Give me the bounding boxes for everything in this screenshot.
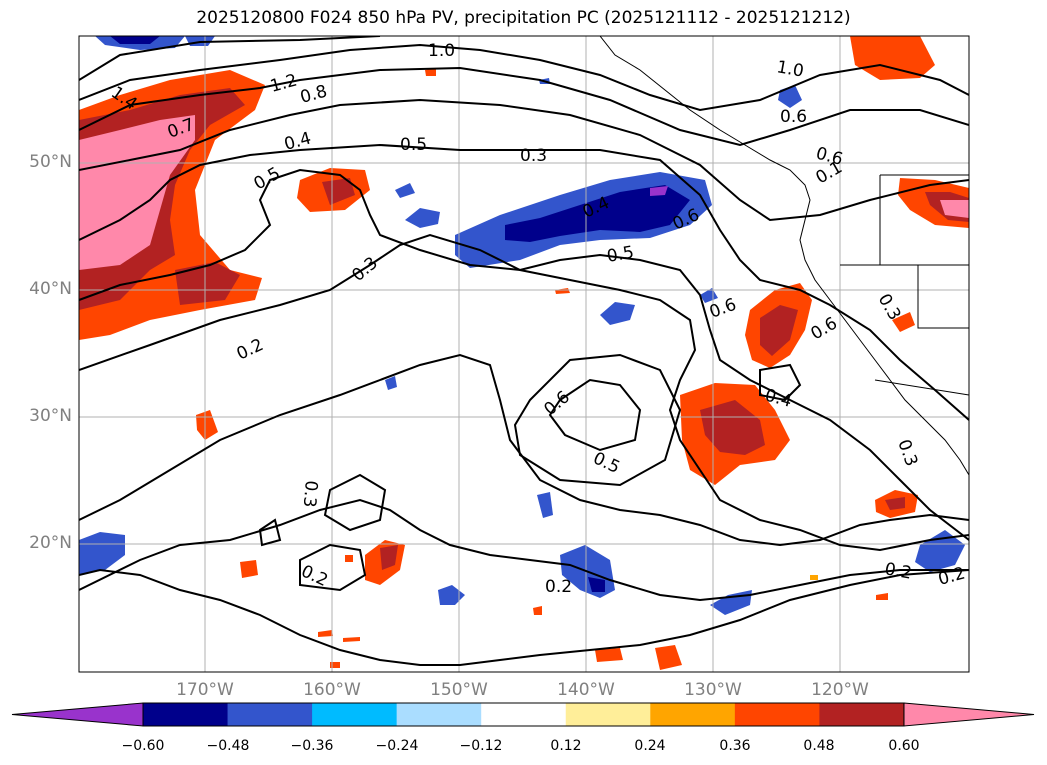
contour-label: 0.5 — [605, 243, 635, 267]
lon-label: 170°W — [176, 680, 234, 700]
colorbar-tick: −0.36 — [290, 738, 334, 754]
lon-label: 160°W — [303, 680, 361, 700]
plot-frame — [78, 35, 970, 673]
colorbar-tick: 0.48 — [803, 738, 835, 754]
colorbar-tick: −0.12 — [459, 738, 503, 754]
colorbar-tick: −0.48 — [206, 738, 250, 754]
graticule — [79, 36, 969, 672]
colorbar — [11, 702, 1035, 727]
colorbar-tick: 0.24 — [634, 738, 666, 754]
lon-label: 120°W — [811, 680, 869, 700]
contour-label: 0.5 — [400, 135, 427, 155]
contour-label: 0.3 — [520, 146, 547, 166]
plot-area — [79, 36, 969, 672]
colorbar-extend-high — [903, 702, 1035, 727]
colorbar-tick: 0.36 — [719, 738, 751, 754]
lon-label: 140°W — [557, 680, 615, 700]
colorbar-extend-low — [11, 702, 144, 727]
colorbar-swatch — [565, 703, 651, 726]
contour-label: 1.0 — [428, 41, 455, 61]
colorbar-swatch — [819, 703, 905, 726]
map-title: 2025120800 F024 850 hPa PV, precipitatio… — [196, 8, 851, 28]
contour-label: 1.0 — [775, 57, 805, 81]
coastline — [599, 36, 969, 476]
lat-label: 40°N — [29, 279, 72, 299]
colorbar-swatch — [312, 703, 398, 726]
lon-label: 130°W — [684, 680, 742, 700]
colorbar-swatch — [143, 703, 229, 726]
contour-label: 0.2 — [883, 559, 913, 583]
colorbar-swatch — [396, 703, 482, 726]
contour-label: 0.3 — [299, 480, 321, 509]
colorbar-tick: 0.12 — [550, 738, 582, 754]
lat-label: 20°N — [29, 533, 72, 553]
precipitation-fill — [79, 36, 969, 670]
lat-label: 30°N — [29, 406, 72, 426]
colorbar-frame — [142, 702, 905, 727]
lon-label: 150°W — [430, 680, 488, 700]
colorbar-swatch — [650, 703, 736, 726]
colorbar-swatch — [481, 703, 567, 726]
lat-label: 50°N — [29, 152, 72, 172]
colorbar-tick: −0.60 — [121, 738, 165, 754]
colorbar-tick: 0.60 — [888, 738, 920, 754]
colorbar-swatch — [227, 703, 313, 726]
contour-label: 0.6 — [780, 107, 807, 127]
contour-label: 0.2 — [545, 577, 572, 597]
pv-contours — [79, 36, 969, 666]
colorbar-swatch — [734, 703, 820, 726]
colorbar-tick: −0.24 — [375, 738, 419, 754]
